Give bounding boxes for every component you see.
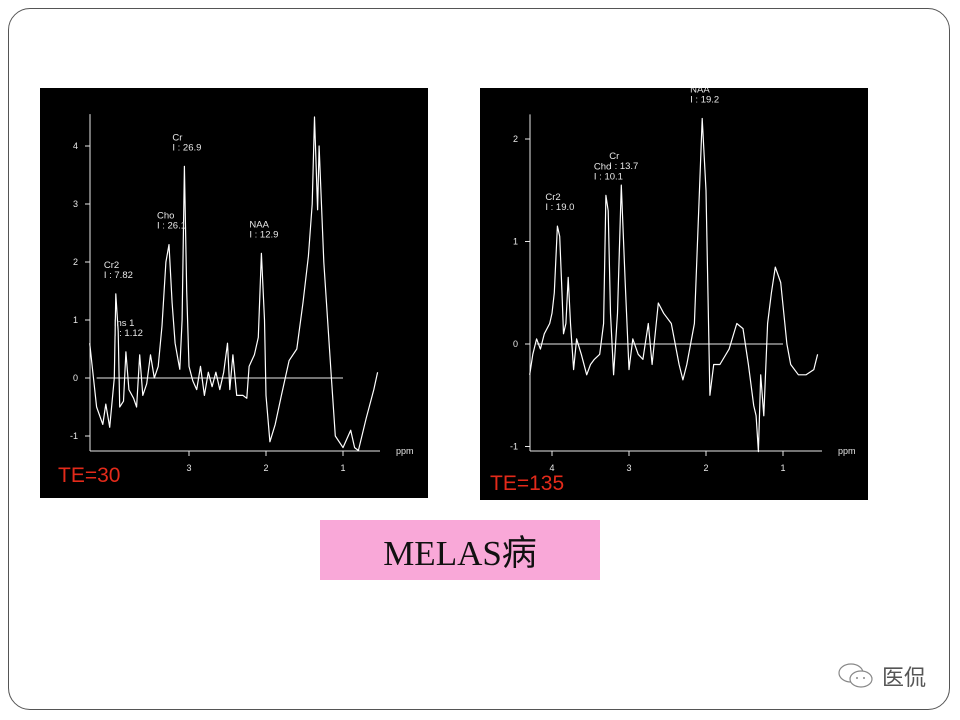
spectrum-panel-te135: 2 1 0 -1 4 3 2 1 ppm Cr2 I : 19.0 Cho I : 10.1 Cr I : … <box>480 88 868 500</box>
y-tick-label: -1 <box>70 431 78 441</box>
watermark: 医侃 <box>836 660 926 692</box>
peak-label-integral: I : 1.12 <box>114 328 143 339</box>
peak-label-integral: I : 26.1 <box>157 221 186 232</box>
x-axis-label: ppm <box>396 446 414 456</box>
spectrum-line <box>529 117 819 453</box>
slide-frame <box>8 8 950 710</box>
wechat-icon <box>838 663 873 688</box>
peak-label-name: Cr <box>172 132 182 143</box>
peak-label-name: Cr2 <box>545 192 560 203</box>
peak-label-name: Cho <box>157 211 174 222</box>
peak-label-integral: I : 10.1 <box>594 171 623 182</box>
x-tick-label: 2 <box>703 463 708 473</box>
x-tick-label: 1 <box>780 463 785 473</box>
x-tick-label: 3 <box>186 463 191 473</box>
x-axis-label: ppm <box>838 446 856 456</box>
peak-label-name: Cr <box>609 151 619 162</box>
y-tick-label: 2 <box>513 134 518 144</box>
peak-label-name: Cho <box>594 161 611 172</box>
peak-label-integral: I : 13.7 <box>609 161 638 172</box>
y-tick-label: 0 <box>513 339 518 349</box>
y-tick-label: 4 <box>73 141 78 151</box>
x-tick-label: 1 <box>340 463 345 473</box>
y-tick-label: -1 <box>510 442 518 452</box>
peak-label-integral: I : 19.2 <box>690 95 719 106</box>
y-tick-label: 1 <box>513 237 518 247</box>
peak-label-name: NAA <box>249 219 269 230</box>
peak-label-integral: I : 12.9 <box>249 229 278 240</box>
y-tick-label: 3 <box>73 199 78 209</box>
peak-label-integral: I : 19.0 <box>545 202 574 213</box>
x-tick-label: 4 <box>549 463 554 473</box>
spectrum-line <box>89 116 379 452</box>
te-label: TE=135 <box>490 472 565 495</box>
te-label: TE=30 <box>58 464 121 487</box>
y-tick-label: 1 <box>73 315 78 325</box>
x-tick-label: 3 <box>626 463 631 473</box>
peak-label-name: Cr2 <box>104 260 119 271</box>
y-tick-label: 2 <box>73 257 78 267</box>
slide-caption: MELAS病 <box>320 520 600 580</box>
peak-label-name: Ins 1 <box>114 318 135 329</box>
y-tick-label: 0 <box>73 373 78 383</box>
watermark-text: 医侃 <box>882 665 927 690</box>
peak-label-name: NAA <box>690 88 710 96</box>
peak-label-integral: I : 7.82 <box>104 270 133 281</box>
peak-label-integral: I : 26.9 <box>172 142 201 153</box>
x-tick-label: 2 <box>263 463 268 473</box>
